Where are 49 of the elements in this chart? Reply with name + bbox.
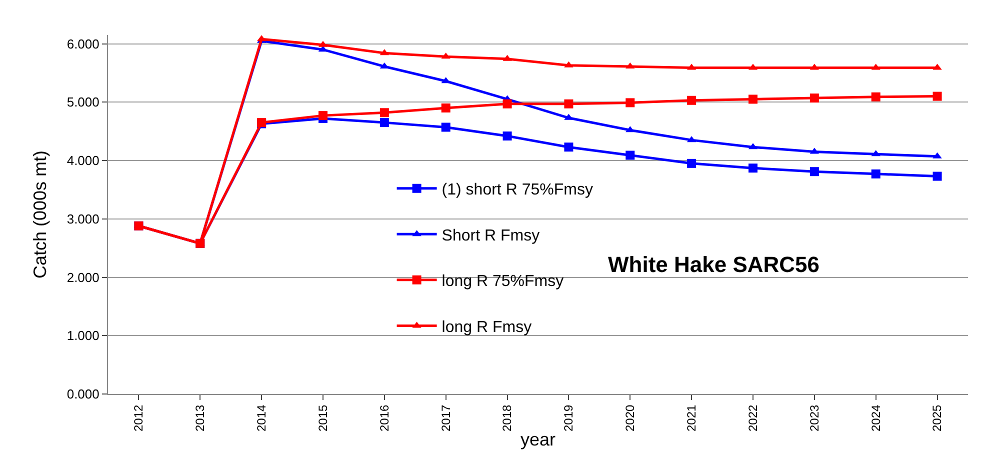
x-tick-label: 2014	[254, 404, 268, 432]
legend-label: (1) short R 75%Fmsy	[442, 182, 593, 199]
y-tick-label: 5.000	[66, 94, 100, 110]
point	[441, 122, 450, 132]
point	[502, 131, 512, 140]
x-tick-label: 2024	[868, 404, 883, 432]
y-tick-label: 0.000	[66, 386, 100, 402]
point	[687, 96, 696, 105]
point	[748, 164, 758, 173]
legend-label: long R 75%Fmsy	[442, 273, 564, 290]
y-axis-title: Catch (000s mt)	[30, 150, 50, 279]
point	[380, 108, 389, 118]
x-tick-label: 2023	[807, 404, 822, 432]
y-tick-label: 1.000	[66, 328, 100, 344]
x-tick-label: 2021	[684, 404, 698, 432]
x-tick-label: 2018	[500, 404, 514, 432]
point	[626, 150, 635, 160]
legend-label: Short R Fmsy	[442, 227, 540, 244]
x-tick-label: 2016	[377, 404, 392, 432]
point	[564, 142, 574, 152]
x-tick-label: 2012	[132, 404, 146, 432]
x-tick-label: 2017	[438, 404, 453, 432]
point	[441, 103, 450, 112]
point	[502, 99, 512, 108]
x-tick-label: 2013	[193, 404, 208, 432]
point	[810, 167, 819, 176]
point	[687, 158, 696, 168]
y-tick-label: 4.000	[66, 153, 100, 168]
x-tick-label: 2022	[746, 404, 760, 432]
legend-label: long R Fmsy	[442, 318, 532, 336]
x-axis-title: year	[520, 430, 556, 450]
point	[564, 99, 574, 108]
y-tick-label: 6.000	[66, 36, 100, 52]
annotation: White Hake SARC56	[608, 252, 820, 277]
x-tick-label: 2015	[316, 404, 330, 432]
point	[626, 98, 635, 108]
y-tick-label: 2.000	[66, 270, 100, 285]
point	[810, 94, 819, 103]
x-tick-label: 2020	[623, 404, 638, 432]
point	[871, 92, 880, 102]
point	[932, 92, 942, 101]
point	[318, 111, 328, 120]
y-tick-label: 3.000	[66, 211, 100, 226]
point	[871, 169, 880, 178]
point	[380, 118, 389, 128]
point	[932, 172, 942, 181]
x-tick-label: 2025	[930, 404, 944, 432]
point	[748, 94, 758, 104]
x-tick-label: 2019	[562, 404, 576, 432]
